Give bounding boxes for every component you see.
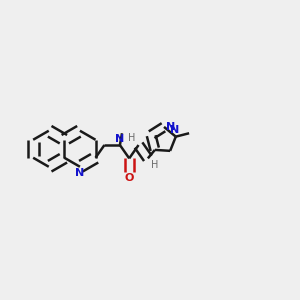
Text: N: N (170, 125, 179, 135)
Text: N: N (75, 168, 85, 178)
Text: N: N (166, 122, 175, 132)
Text: N: N (115, 134, 124, 144)
Text: O: O (124, 173, 134, 183)
Text: H: H (128, 133, 136, 143)
Text: H: H (151, 160, 158, 170)
